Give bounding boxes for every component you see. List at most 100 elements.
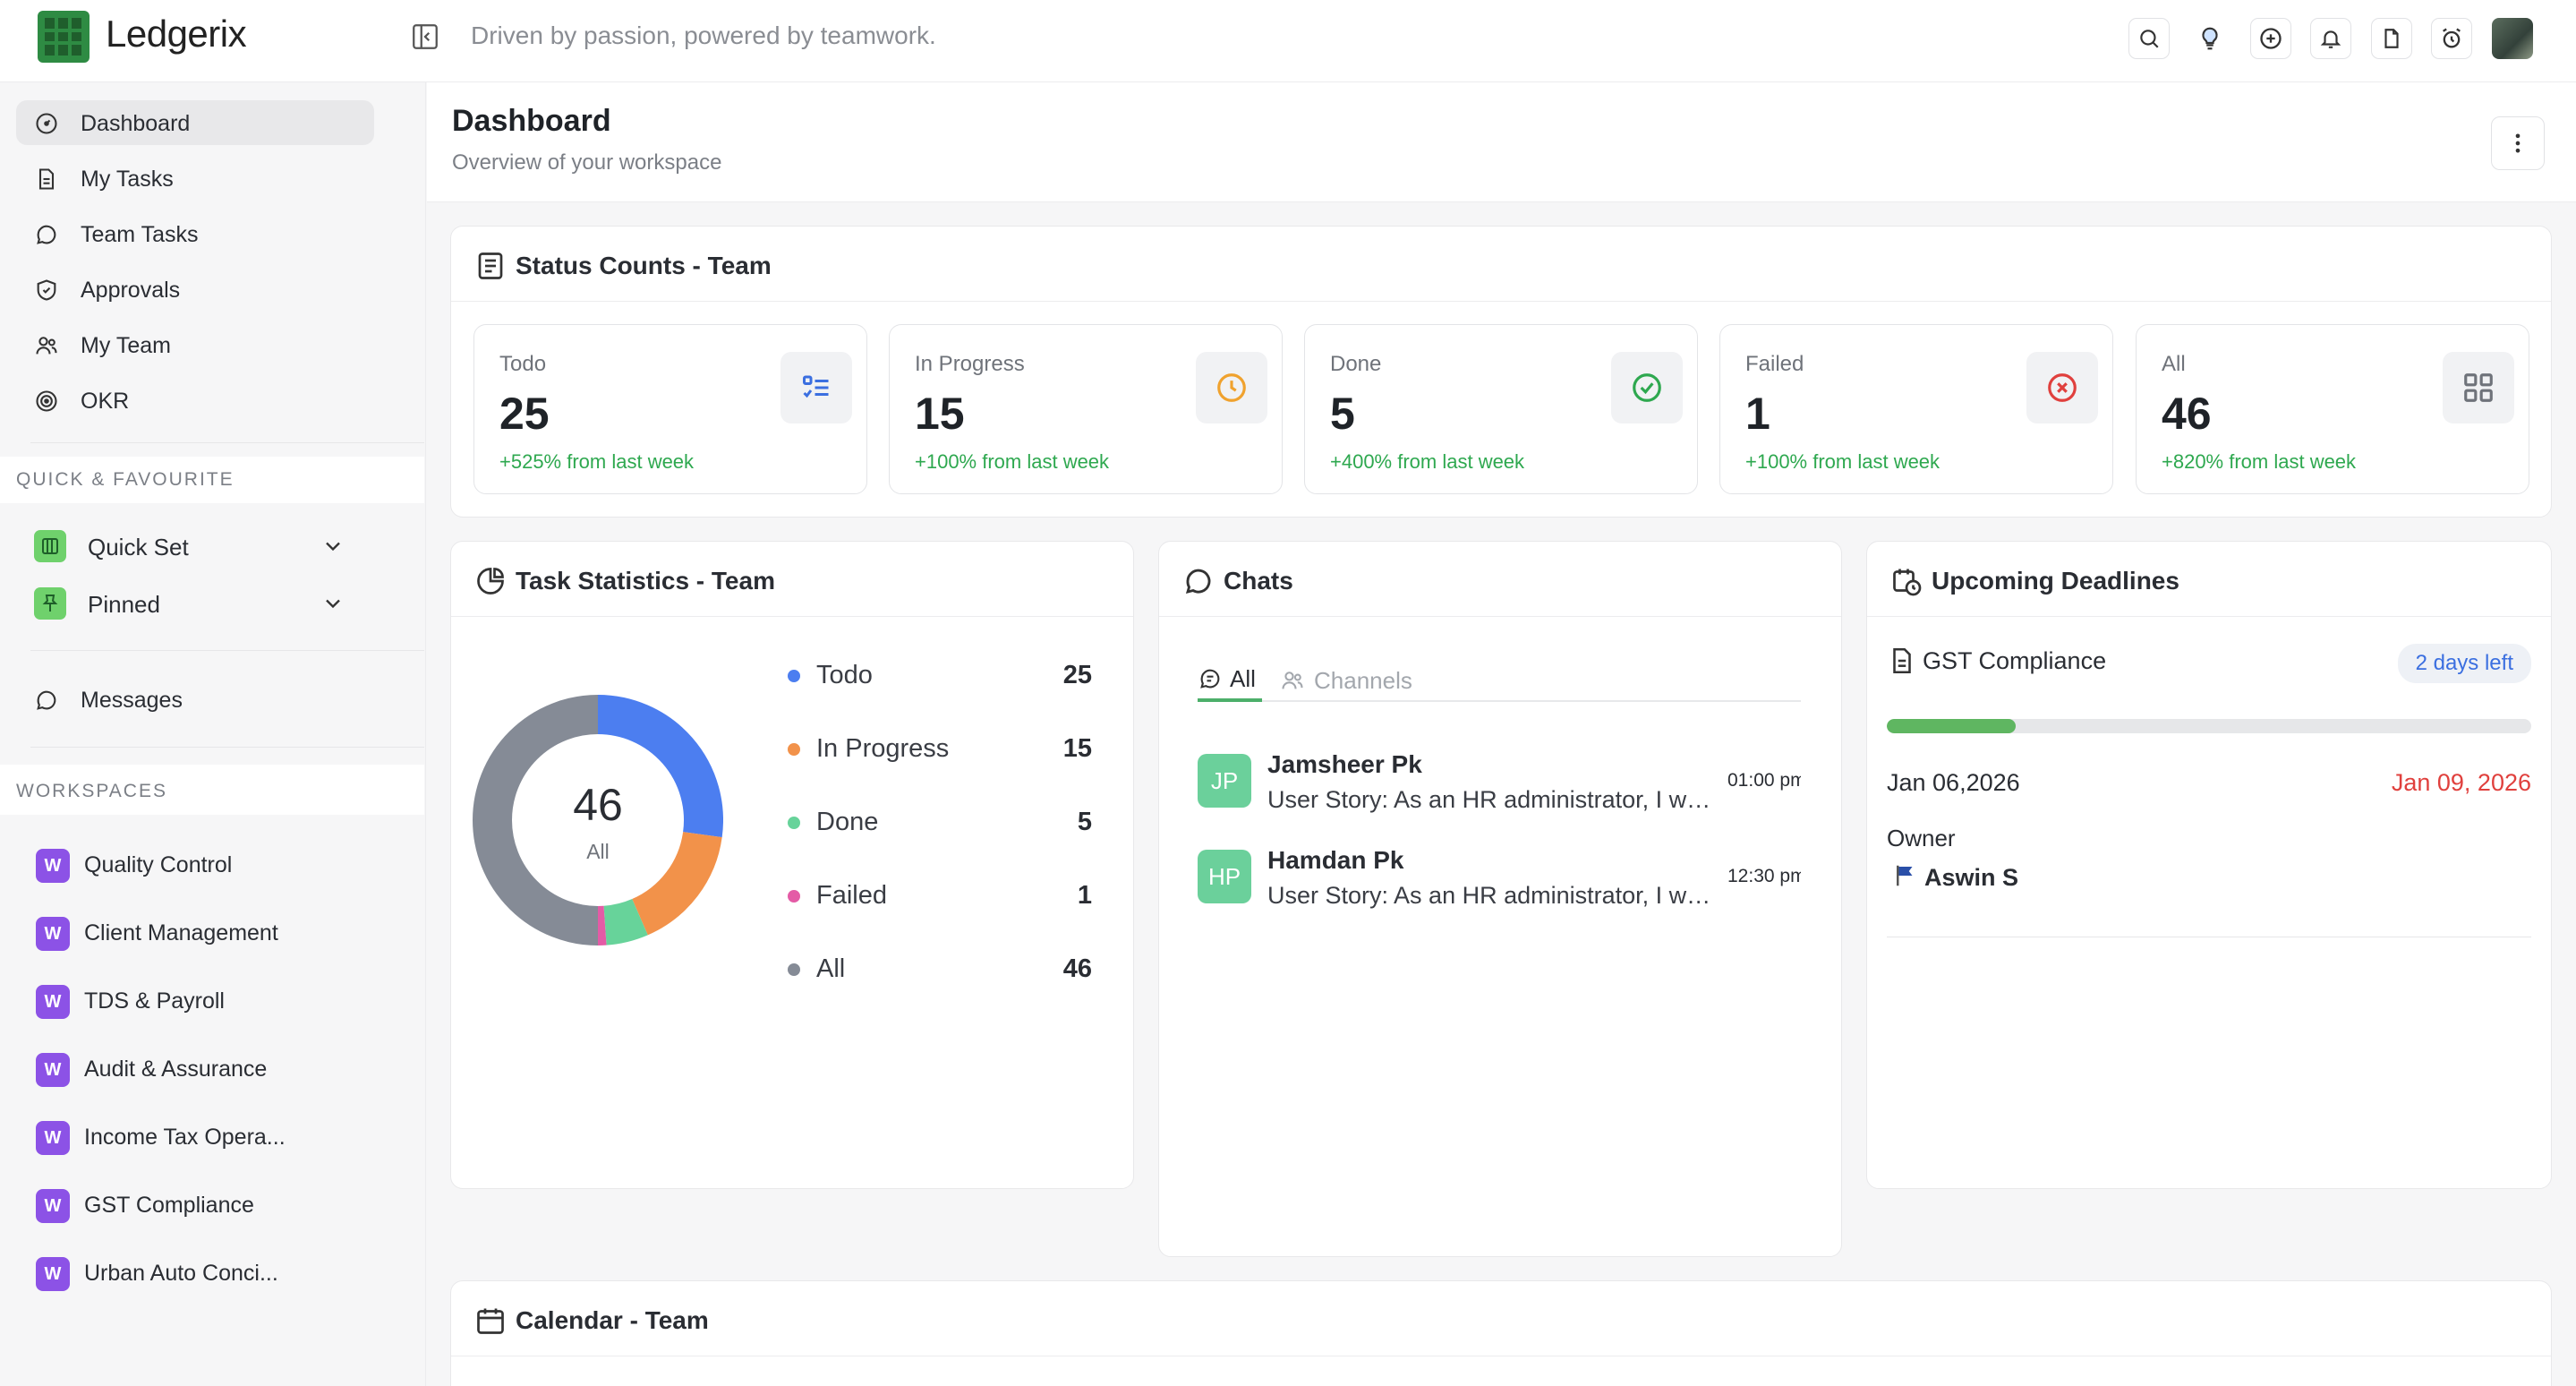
legend-item: Todo 25 — [788, 657, 1092, 693]
upcoming-deadlines-card: Upcoming Deadlines GST Compliance 2 days… — [1866, 541, 2552, 1189]
sidebar: Dashboard My Tasks Team Tasks Approvals … — [0, 82, 426, 1386]
start-date: Jan 06,2026 — [1887, 769, 2020, 796]
due-date: Jan 09, 2026 — [2391, 769, 2531, 796]
users-icon — [1282, 672, 1303, 689]
workspace-badge: W — [36, 1257, 70, 1291]
workspace-item[interactable]: W Client Management — [16, 906, 392, 960]
card-header: Status Counts - Team — [451, 227, 2551, 302]
documents-button[interactable] — [2371, 18, 2412, 59]
sidebar-item-messages[interactable]: Messages — [16, 677, 374, 722]
sidebar-item-team-tasks[interactable]: Team Tasks — [16, 211, 374, 256]
legend-dot — [788, 743, 800, 756]
legend-name: In Progress — [816, 734, 950, 763]
sidebar-item-label: Team Tasks — [81, 222, 199, 247]
shield-icon — [34, 278, 59, 303]
sidebar-item-label: Approvals — [81, 278, 181, 303]
status-card-todo[interactable]: Todo 25 +525% from last week — [473, 324, 867, 494]
status-card-done[interactable]: Done 5 +400% from last week — [1304, 324, 1698, 494]
more-vertical-icon — [2515, 133, 2521, 153]
more-options-button[interactable] — [2491, 116, 2545, 170]
tagline: Driven by passion, powered by teamwork. — [471, 21, 936, 49]
search-button[interactable] — [2128, 18, 2170, 59]
target-icon — [34, 389, 59, 414]
app-logo[interactable] — [38, 11, 90, 63]
card-header: Chats — [1159, 542, 1841, 617]
donut-slice-all[interactable] — [473, 695, 599, 945]
workspace-item[interactable]: W Income Tax Opera... — [16, 1110, 392, 1164]
chat-item[interactable]: JP Jamsheer Pk User Story: As an HR admi… — [1198, 743, 1806, 824]
donut-slice-todo[interactable] — [597, 695, 723, 838]
sidebar-item-label: My Team — [81, 333, 171, 358]
status-value: 1 — [1745, 389, 1770, 439]
workspace-item[interactable]: W GST Compliance — [16, 1178, 392, 1232]
sidebar-item-dashboard[interactable]: Dashboard — [16, 100, 374, 145]
legend-value: 1 — [1077, 881, 1092, 910]
status-card-failed[interactable]: Failed 1 +100% from last week — [1719, 324, 2113, 494]
tab-channels[interactable]: Channels — [1280, 659, 1412, 702]
users-icon — [34, 333, 59, 358]
tips-button[interactable] — [2189, 18, 2231, 59]
plus-circle-icon — [2260, 28, 2282, 49]
workspace-label: Client Management — [84, 920, 278, 945]
sidebar-divider — [30, 442, 424, 443]
page-subtitle: Overview of your workspace — [452, 150, 722, 175]
donut-slice-done[interactable] — [602, 898, 648, 945]
workspaces-heading: WORKSPACES — [0, 765, 424, 815]
quick-set-icon — [34, 530, 66, 562]
page-title: Dashboard — [452, 104, 611, 138]
sidebar-item-approvals[interactable]: Approvals — [16, 267, 374, 312]
chats-card: Chats — [1158, 541, 1842, 1257]
workspace-label: GST Compliance — [84, 1193, 254, 1218]
workspace-item[interactable]: W TDS & Payroll — [16, 974, 392, 1028]
workspace-label: Income Tax Opera... — [84, 1125, 286, 1150]
legend-value: 5 — [1077, 808, 1092, 836]
sidebar-item-my-tasks[interactable]: My Tasks — [16, 156, 374, 201]
donut-slice-in-progress[interactable] — [631, 831, 722, 936]
file-icon — [2384, 29, 2399, 48]
workspace-item[interactable]: W Audit & Assurance — [16, 1042, 392, 1096]
status-card-all[interactable]: All 46 +820% from last week — [2136, 324, 2529, 494]
chat-bubble-icon — [34, 222, 59, 247]
card-title: Task Statistics - Team — [516, 567, 775, 595]
legend-dot — [788, 817, 800, 829]
sidebar-item-label: Dashboard — [81, 111, 191, 136]
user-avatar[interactable] — [2492, 18, 2533, 59]
alarm-icon — [2443, 28, 2461, 48]
notifications-button[interactable] — [2310, 18, 2351, 59]
sidebar-item-okr[interactable]: OKR — [16, 378, 374, 423]
sidebar-item-quick-set[interactable]: Quick Set — [16, 521, 374, 571]
tab-label: Channels — [1314, 666, 1412, 694]
status-change: +820% from last week — [2162, 450, 2357, 473]
status-label: Done — [1330, 352, 1382, 376]
workspace-item[interactable]: W Urban Auto Conci... — [16, 1246, 392, 1300]
chat-time: 12:30 pm — [1727, 866, 1801, 886]
status-card-in-progress[interactable]: In Progress 15 +100% from last week — [889, 324, 1283, 494]
workspace-label: Quality Control — [84, 852, 233, 877]
add-button[interactable] — [2250, 18, 2291, 59]
chat-item[interactable]: HP Hamdan Pk User Story: As an HR admini… — [1198, 839, 1806, 920]
legend-item: Failed 1 — [788, 877, 1092, 913]
sidebar-item-my-team[interactable]: My Team — [16, 322, 374, 367]
card-header: Calendar - Team — [451, 1281, 2551, 1356]
sidebar-toggle-icon[interactable] — [410, 21, 440, 52]
days-left-badge: 2 days left — [2397, 644, 2531, 683]
workspace-label: Audit & Assurance — [84, 1057, 268, 1082]
owner-name: Aswin S — [1924, 864, 2019, 891]
sidebar-item-pinned[interactable]: Pinned — [16, 578, 374, 629]
workspace-item[interactable]: W Quality Control — [16, 838, 392, 892]
task-statistics-card: Task Statistics - Team — [450, 541, 1134, 1189]
chevron-down-icon[interactable] — [320, 534, 345, 559]
avatar: JP — [1198, 754, 1251, 808]
deadline-item[interactable]: GST Compliance 2 days left Jan 06,2026 J… — [1887, 642, 2531, 937]
tab-all[interactable]: All — [1198, 659, 1262, 702]
bell-icon — [2320, 30, 2341, 48]
workspace-label: Urban Auto Conci... — [84, 1261, 278, 1286]
clock-icon — [1196, 352, 1267, 424]
legend-name: Done — [816, 808, 879, 836]
chevron-down-icon[interactable] — [320, 591, 345, 616]
quick-set-label: Quick Set — [88, 534, 189, 560]
chat-message: User Story: As an HR administrator, I wa… — [1267, 786, 1715, 813]
reminders-button[interactable] — [2431, 18, 2472, 59]
card-header: Upcoming Deadlines — [1867, 542, 2551, 617]
legend-dot — [788, 670, 800, 682]
